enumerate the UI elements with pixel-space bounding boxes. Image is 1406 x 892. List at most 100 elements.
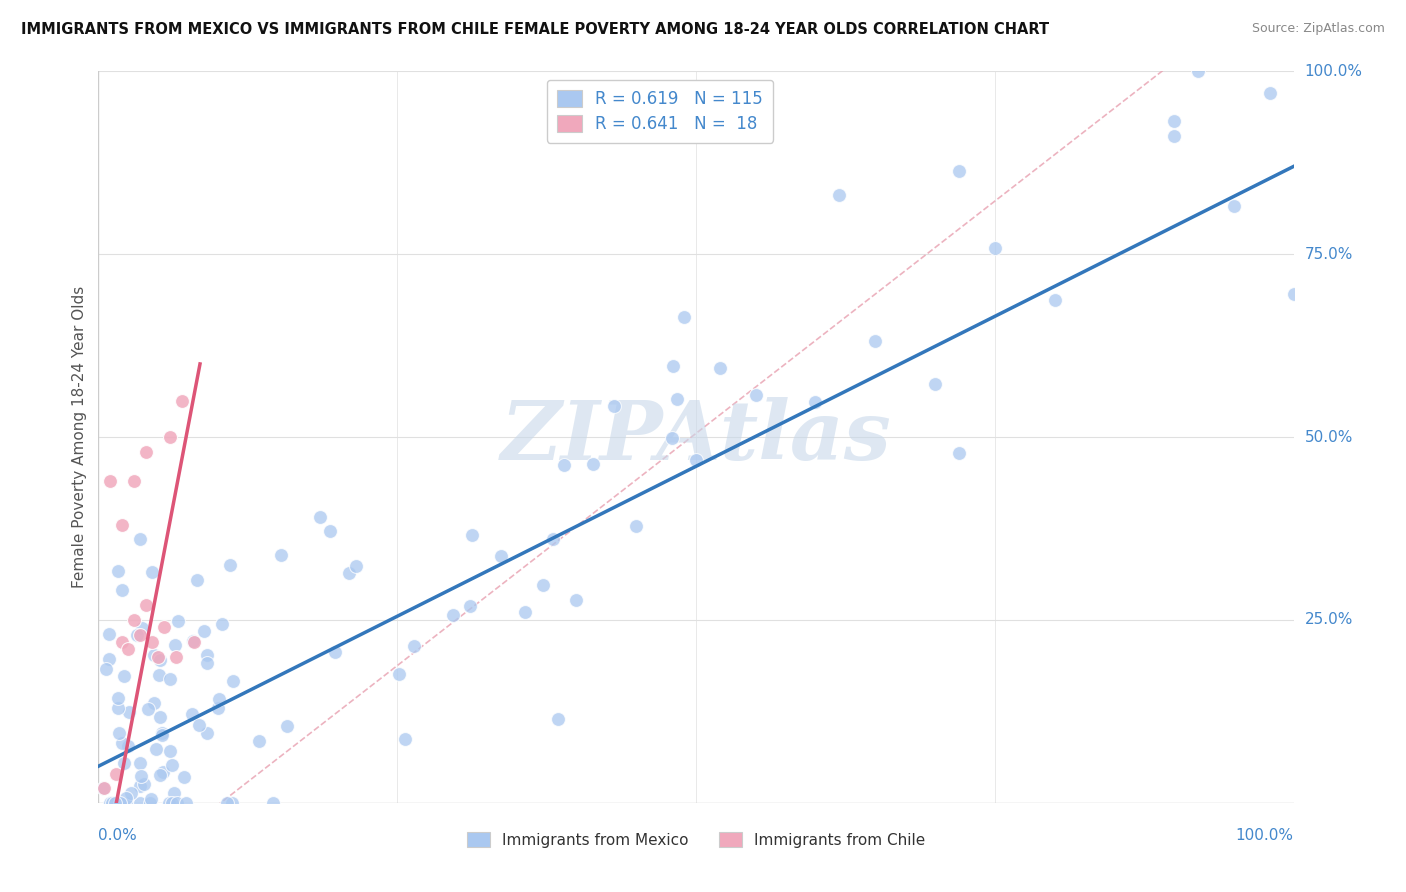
Point xyxy=(112,669,135,683)
Point xyxy=(195,726,218,740)
Point xyxy=(165,649,187,664)
Point xyxy=(948,446,970,460)
Point xyxy=(219,558,242,572)
Point xyxy=(709,361,731,376)
Point xyxy=(107,564,129,578)
Point xyxy=(173,770,195,784)
Point xyxy=(125,627,148,641)
Point xyxy=(98,652,121,666)
Point xyxy=(129,627,152,641)
Point xyxy=(148,649,170,664)
Point xyxy=(924,377,946,392)
Point xyxy=(124,474,146,488)
Point xyxy=(128,796,150,810)
Point xyxy=(804,394,827,409)
Point xyxy=(98,474,122,488)
Point xyxy=(394,732,416,747)
Point xyxy=(129,532,152,546)
Point xyxy=(1223,199,1246,213)
Point xyxy=(276,719,298,733)
Point xyxy=(515,605,537,619)
Point xyxy=(344,559,367,574)
Point xyxy=(441,608,464,623)
Point xyxy=(195,656,218,670)
Point xyxy=(145,741,167,756)
Point xyxy=(138,796,160,810)
Point xyxy=(270,548,292,562)
Point xyxy=(129,769,152,783)
Point xyxy=(131,621,153,635)
Point xyxy=(458,599,481,614)
Point xyxy=(162,786,184,800)
Point xyxy=(136,702,159,716)
Point xyxy=(135,599,157,613)
Point xyxy=(105,766,128,780)
Point xyxy=(111,736,134,750)
Point xyxy=(308,510,330,524)
Point xyxy=(186,574,208,588)
Point xyxy=(148,668,170,682)
Point xyxy=(100,796,122,810)
Point xyxy=(163,638,186,652)
Point xyxy=(112,756,135,770)
Point xyxy=(129,756,152,770)
Point xyxy=(582,457,605,471)
Point xyxy=(97,626,120,640)
Point xyxy=(141,635,163,649)
Point xyxy=(100,796,122,810)
Point xyxy=(180,707,202,722)
Point xyxy=(565,593,588,607)
Point xyxy=(91,780,114,795)
Point xyxy=(153,620,176,634)
Point xyxy=(139,791,162,805)
Point xyxy=(160,758,183,772)
Point xyxy=(117,642,139,657)
Point xyxy=(143,696,166,710)
Y-axis label: Female Poverty Among 18-24 Year Olds: Female Poverty Among 18-24 Year Olds xyxy=(72,286,87,588)
Point xyxy=(107,690,129,705)
Point xyxy=(626,519,648,533)
Point xyxy=(1282,287,1305,301)
Point xyxy=(108,796,131,810)
Text: 25.0%: 25.0% xyxy=(1305,613,1353,627)
Point xyxy=(187,718,209,732)
Point xyxy=(948,164,970,178)
Point xyxy=(262,796,284,810)
Point xyxy=(149,653,172,667)
Point xyxy=(183,633,205,648)
Point xyxy=(323,645,346,659)
Point xyxy=(602,400,624,414)
Point xyxy=(489,549,512,564)
Point xyxy=(662,359,685,373)
Point xyxy=(159,430,181,444)
Point xyxy=(159,673,181,687)
Point xyxy=(108,726,131,740)
Point xyxy=(135,444,157,458)
Point xyxy=(547,712,569,726)
Point xyxy=(115,796,138,810)
Point xyxy=(211,617,233,632)
Point xyxy=(104,796,127,810)
Point xyxy=(661,431,683,445)
Point xyxy=(745,388,768,402)
Point xyxy=(1187,64,1209,78)
Point xyxy=(337,566,360,580)
Point xyxy=(117,739,139,753)
Point xyxy=(124,613,146,627)
Point xyxy=(94,662,117,676)
Point xyxy=(149,768,172,782)
Point xyxy=(207,701,229,715)
Point xyxy=(217,796,239,810)
Text: 50.0%: 50.0% xyxy=(1305,430,1353,444)
Point xyxy=(685,453,707,467)
Text: 100.0%: 100.0% xyxy=(1236,828,1294,843)
Point xyxy=(666,392,689,406)
Point xyxy=(221,796,243,810)
Point xyxy=(159,744,181,758)
Point xyxy=(195,648,218,662)
Point xyxy=(120,785,142,799)
Point xyxy=(162,796,184,810)
Text: Source: ZipAtlas.com: Source: ZipAtlas.com xyxy=(1251,22,1385,36)
Point xyxy=(157,796,180,810)
Text: 0.0%: 0.0% xyxy=(98,828,138,843)
